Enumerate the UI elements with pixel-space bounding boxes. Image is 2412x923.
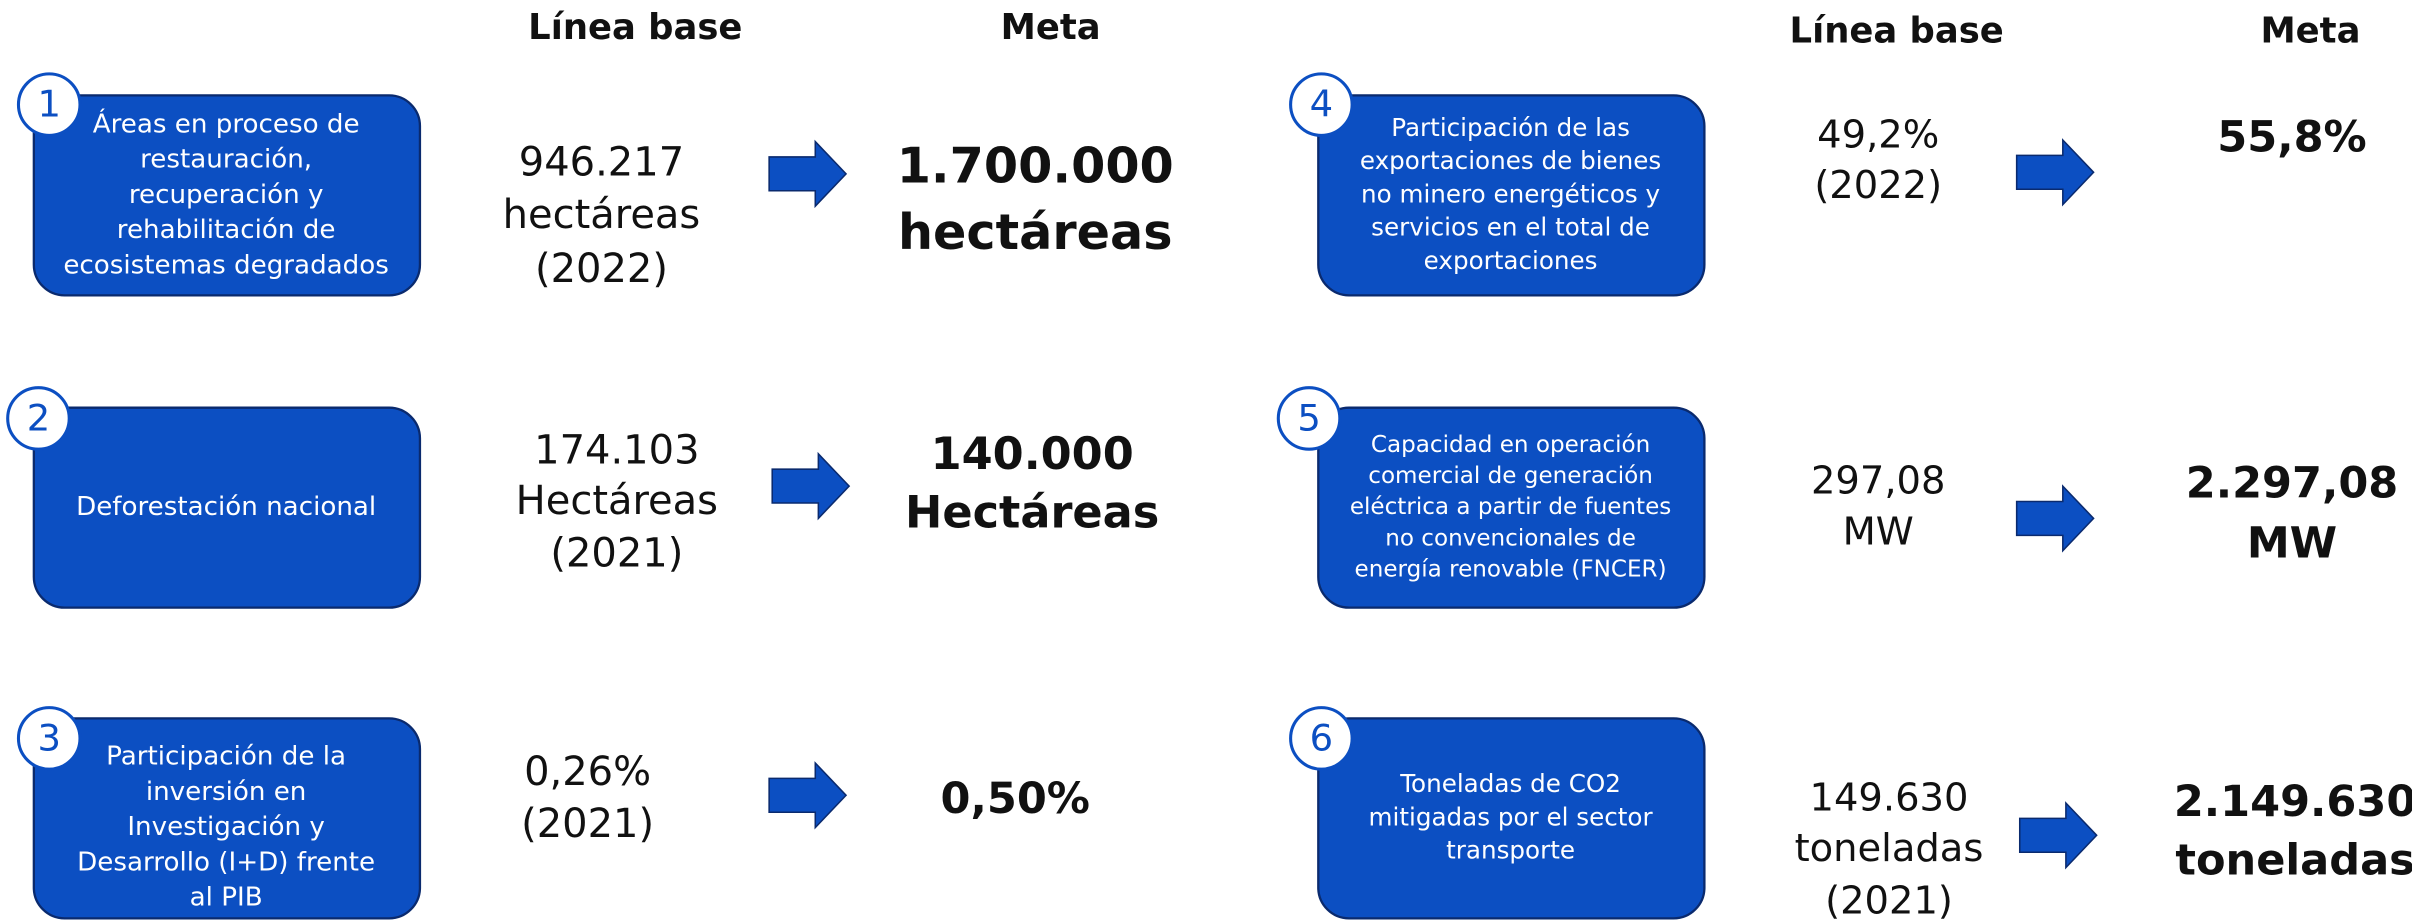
- indicator-label: comercial de generación: [1368, 463, 1653, 489]
- indicator-label: servicios en el total de: [1371, 213, 1650, 242]
- number-label: 5: [1297, 396, 1320, 439]
- goal-value: toneladas: [2175, 835, 2412, 885]
- indicator-label: transporte: [1446, 836, 1575, 865]
- goal-value: 55,8%: [2217, 113, 2366, 163]
- indicator-label: Investigación y: [127, 812, 325, 842]
- arrow: [768, 139, 848, 209]
- indicator-label: Áreas en proceso de: [93, 107, 360, 139]
- indicator-box: [32, 406, 422, 609]
- indicator-label: Capacidad en operación: [1371, 432, 1650, 458]
- baseline-value: 0,26%: [524, 749, 651, 795]
- goal-value: 2.149.630: [2174, 777, 2412, 827]
- baseline-value: Hectáreas: [516, 478, 718, 524]
- indicator-label: restauración,: [140, 145, 312, 175]
- number-label: 3: [37, 716, 60, 759]
- baseline-value: (2021): [521, 801, 654, 847]
- number-badge: [16, 706, 82, 771]
- indicator-label: Desarrollo (I+D) frente: [77, 847, 375, 877]
- header-goal: Meta: [2260, 10, 2360, 51]
- indicator-box: [1317, 406, 1706, 609]
- indicator-label: al PIB: [190, 883, 263, 913]
- baseline-value: 49,2%: [1817, 112, 1939, 157]
- goal-value: 0,50%: [941, 774, 1090, 824]
- goal-value: 140.000: [931, 428, 1134, 480]
- baseline-value: (2021): [550, 530, 683, 576]
- indicator-label: eléctrica a partir de fuentes: [1350, 494, 1671, 520]
- number-badge: [1289, 706, 1354, 771]
- header-baseline: Línea base: [528, 7, 742, 48]
- baseline-value: 174.103: [534, 427, 699, 473]
- baseline-value: (2022): [1814, 163, 1942, 208]
- goal-value: 1.700.000: [897, 137, 1174, 195]
- arrow: [2018, 801, 2098, 870]
- indicator-label: energía renovable (FNCER): [1355, 556, 1667, 582]
- baseline-value: (2022): [535, 246, 668, 292]
- indicator-label: inversión en: [146, 777, 307, 807]
- number-badge: [16, 72, 82, 137]
- indicator-box: [1317, 94, 1706, 297]
- header-goal: Meta: [1001, 7, 1101, 48]
- goal-value: 2.297,08: [2186, 459, 2399, 509]
- number-label: 1: [37, 83, 60, 126]
- indicator-label: mitigadas por el sector: [1369, 802, 1654, 831]
- goal-value: hectáreas: [898, 203, 1173, 261]
- indicator-box: [1317, 717, 1706, 920]
- indicator-label: rehabilitación de: [117, 215, 336, 245]
- number-label: 6: [1310, 716, 1333, 759]
- baseline-value: 149.630: [1810, 775, 1969, 820]
- baseline-value: toneladas: [1795, 826, 1984, 871]
- baseline-value: 946.217: [519, 140, 684, 186]
- indicator-label: exportaciones de bienes: [1360, 146, 1661, 175]
- arrow: [768, 761, 848, 830]
- indicator-label: Participación de la: [106, 742, 346, 772]
- indicator-box: [32, 717, 422, 920]
- number-label: 2: [27, 396, 50, 439]
- arrow: [2015, 484, 2095, 553]
- baseline-value: MW: [1843, 509, 1914, 554]
- indicator-label: ecosistemas degradados: [63, 250, 389, 280]
- number-badge: [1276, 386, 1342, 451]
- number-badge: [6, 386, 71, 451]
- baseline-value: 297,08: [1811, 459, 1946, 504]
- indicator-box: [32, 94, 422, 297]
- arrow: [2015, 138, 2095, 207]
- indicator-label: Deforestación nacional: [76, 492, 376, 522]
- goal-value: MW: [2247, 519, 2337, 569]
- indicator-label: no minero energéticos y: [1361, 179, 1660, 208]
- goal-value: Hectáreas: [905, 486, 1159, 538]
- indicator-label: Toneladas de CO2: [1399, 769, 1621, 798]
- number-label: 4: [1310, 83, 1333, 126]
- arrow: [771, 451, 851, 521]
- header-baseline: Línea base: [1790, 10, 2004, 51]
- baseline-value: (2021): [1825, 878, 1953, 923]
- indicator-label: recuperación y: [129, 180, 324, 210]
- baseline-value: hectáreas: [503, 192, 701, 238]
- indicator-label: exportaciones: [1424, 246, 1598, 275]
- indicator-label: no convencionales de: [1385, 525, 1636, 551]
- indicator-label: Participación de las: [1391, 113, 1630, 142]
- number-badge: [1289, 72, 1354, 137]
